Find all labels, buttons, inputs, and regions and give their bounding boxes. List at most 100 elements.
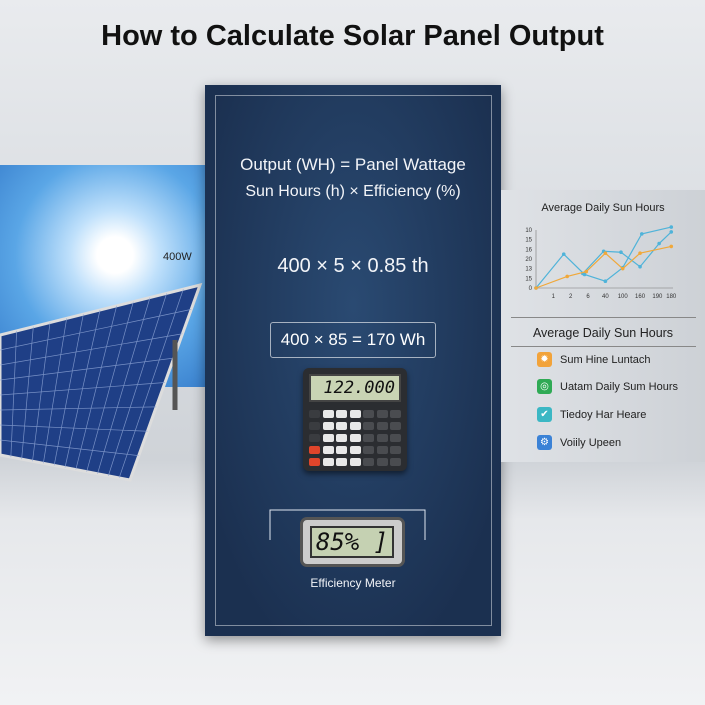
calculator-key[interactable] [322,458,334,466]
divider [511,317,696,318]
y-tick-label: 10 [525,228,532,234]
calculator-key[interactable] [376,458,388,466]
x-tick-label: 2 [569,294,573,300]
solar-panel-image [0,282,203,482]
data-point [561,252,566,256]
x-tick-label: 100 [618,294,629,300]
calculator-key[interactable] [390,458,401,466]
y-tick-label: 16 [525,247,532,253]
calculator-key[interactable] [390,410,401,418]
x-tick-label: 6 [586,294,590,300]
calculator-key[interactable] [309,458,320,466]
data-point [669,244,674,249]
legend-item-label: Voiily Upeen [560,436,622,449]
legend-item: ◎ Uatam Daily Sum Hours [537,379,678,394]
formula-line-2: Sun Hours (h) × Efficiency (%) [245,183,461,200]
chart-title: Average Daily Sun Hours [541,202,665,214]
data-point [638,264,642,269]
data-point [534,286,538,290]
legend-item: ⚙ Voiily Upeen [537,435,621,450]
legend-item-label: Tiedoy Har Heare [560,408,647,421]
calculator-key[interactable] [376,422,388,430]
calculation-step: 400 × 5 × 0.85 th [277,255,429,277]
calculator-key[interactable] [336,458,347,466]
calculator-key[interactable] [390,434,401,442]
formula-board: Output (WH) = Panel Wattage Sun Hours (h… [205,85,501,636]
data-point [638,251,642,255]
calculator-key[interactable] [376,446,388,454]
meter-display: 85% ] [310,526,394,558]
calculator: 122.000 [303,368,407,471]
meter-wires [269,509,426,540]
data-point [584,269,589,274]
data-point [669,225,674,229]
sun-hours-panel: Average Daily Sun Hours 0 15 13 20 16 15 10 1 2 6… [501,190,705,462]
calculator-key[interactable] [363,458,374,466]
calculator-key[interactable] [322,446,334,454]
formula-line-1: Output (WH) = Panel Wattage [240,155,466,174]
calculator-key[interactable] [322,422,334,430]
x-tick-label: 180 [666,294,677,300]
board-border [215,95,492,626]
calculator-key[interactable] [349,410,361,418]
series-line-0 [535,226,672,289]
x-tick-label: 160 [635,294,646,300]
data-point [669,230,674,234]
y-tick-label: 0 [529,286,533,292]
calculator-key[interactable] [363,446,374,454]
calculator-key[interactable] [322,434,334,442]
solar-panel [0,282,203,482]
data-point [639,232,644,236]
calculator-key[interactable] [363,410,374,418]
calculator-key[interactable] [309,410,320,418]
calculator-key[interactable] [349,434,361,442]
y-tick-label: 13 [525,267,532,273]
line-chart: 0 15 13 20 16 15 10 1 2 6 40 100 160 190 180 [525,225,677,300]
page-title: How to Calculate Solar Panel Output [101,20,604,52]
calculator-key[interactable] [309,434,320,442]
calculator-key[interactable] [322,410,334,418]
result-box: 400 × 85 = 170 Wh [270,322,436,358]
calculator-key[interactable] [390,446,401,454]
leaf-circle-icon: ◎ [537,379,552,394]
y-tick-label: 15 [525,238,532,244]
calculator-key[interactable] [349,422,361,430]
calculator-key[interactable] [349,446,361,454]
calculator-key[interactable] [376,410,388,418]
meter-label: Efficiency Meter [310,576,396,590]
x-tick-label: 190 [652,294,663,300]
calculator-key[interactable] [309,422,320,430]
check-icon: ✔ [537,407,552,422]
legend-heading: Average Daily Sun Hours [532,326,674,340]
panel-wattage-label: 400W [163,251,192,263]
legend-item: ✹ Sum Hine Luntach [537,352,651,367]
calculator-key[interactable] [349,458,361,466]
data-point [657,241,661,246]
calculator-key[interactable] [363,434,374,442]
x-tick-label: 40 [602,294,609,300]
calculator-key[interactable] [336,410,347,418]
sun-icon: ✹ [537,352,552,367]
y-tick-label: 15 [525,276,532,282]
calculator-key[interactable] [363,422,374,430]
series-line-1 [582,231,672,274]
data-point [603,279,608,284]
x-tick-label: 1 [552,294,556,300]
calculator-display: 122.000 [309,374,401,402]
y-tick-label: 20 [525,257,532,263]
calculator-key[interactable] [336,422,347,430]
legend-item-label: Sum Hine Luntach [560,353,651,366]
efficiency-meter: 85% ] [300,517,405,567]
calculator-key[interactable] [390,422,401,430]
legend-item: ✔ Tiedoy Har Heare [537,407,646,422]
data-point [619,250,623,255]
calculator-key[interactable] [336,434,347,442]
data-point [603,251,608,255]
divider [511,346,696,347]
gear-icon: ⚙ [537,435,552,450]
calculator-key[interactable] [336,446,347,454]
calculator-key[interactable] [309,446,320,454]
data-point [565,274,570,279]
data-point [620,266,625,271]
calculator-key[interactable] [376,434,388,442]
